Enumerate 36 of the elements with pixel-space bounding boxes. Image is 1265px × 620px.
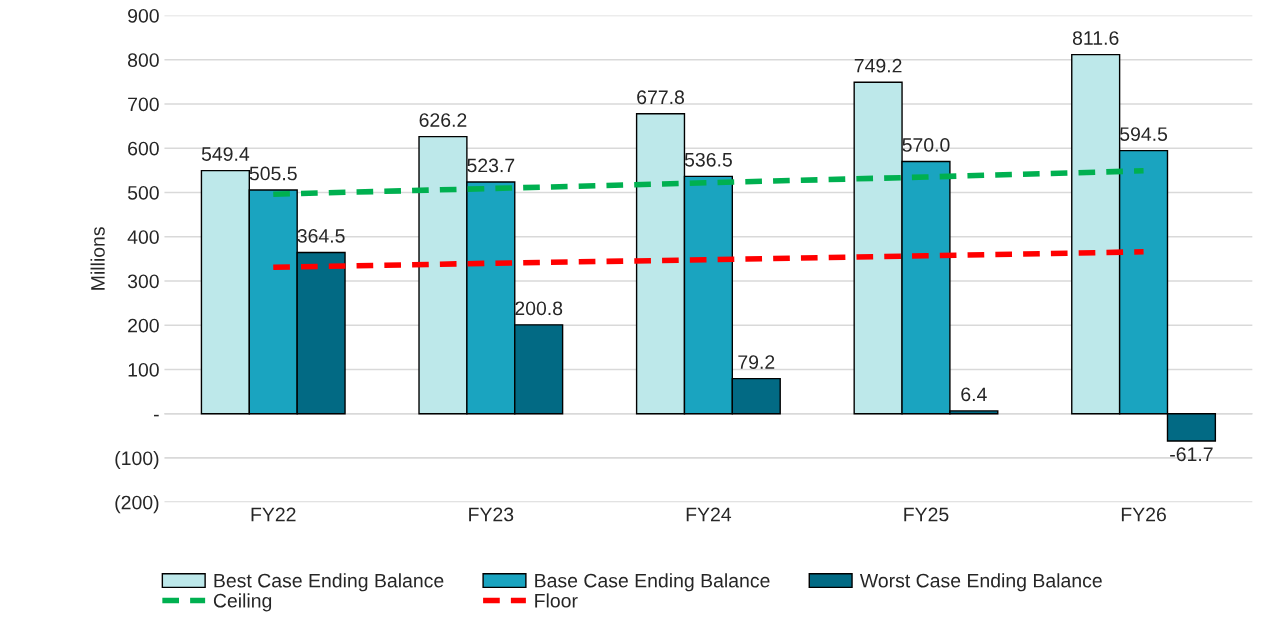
data-label: 364.5 [297, 228, 345, 243]
x-tick-label: FY25 [904, 507, 949, 522]
x-tick-label: FY26 [1121, 507, 1166, 522]
y-tick-label: (100) [115, 450, 159, 470]
x-tick-label: FY24 [686, 507, 732, 522]
x-tick-label: FY23 [469, 507, 514, 522]
y-tick-label: - [153, 414, 159, 417]
legend-label: Base Case Ending Balance [535, 573, 770, 592]
y-axis-title: Millions [90, 227, 105, 290]
y-tick-label: 900 [128, 8, 159, 23]
y-tick-label: 300 [127, 274, 159, 289]
data-label: -61.7 [1170, 447, 1213, 462]
legend-label: Floor [535, 593, 578, 608]
legend-label: Ceiling [213, 593, 272, 612]
y-tick-label: (200) [115, 495, 159, 514]
y-tick-label: 200 [128, 318, 159, 333]
data-label: 677.8 [637, 90, 685, 105]
y-tick-label: 100 [128, 362, 159, 377]
data-label: 505.5 [249, 166, 297, 181]
data-label: 6.4 [961, 387, 987, 402]
data-label: 749.2 [854, 58, 902, 73]
y-tick-label: 800 [127, 53, 159, 67]
y-tick-label: 700 [128, 97, 159, 112]
data-label: 200.8 [515, 301, 563, 316]
data-label: 811.6 [1072, 31, 1119, 45]
data-label: 79.2 [738, 355, 775, 369]
data-label: 626.2 [419, 113, 467, 127]
y-tick-label: 500 [127, 185, 159, 200]
legend-label: Worst Case Ending Balance [859, 573, 1102, 592]
data-label: 594.5 [1120, 127, 1168, 141]
x-tick-label: FY22 [251, 507, 296, 522]
y-tick-label: 400 [127, 230, 159, 244]
legend-label: Best Case Ending Balance [214, 573, 444, 592]
data-label: 549.4 [201, 147, 250, 161]
data-label: 536.5 [684, 152, 732, 167]
y-tick-label: 600 [128, 141, 159, 156]
